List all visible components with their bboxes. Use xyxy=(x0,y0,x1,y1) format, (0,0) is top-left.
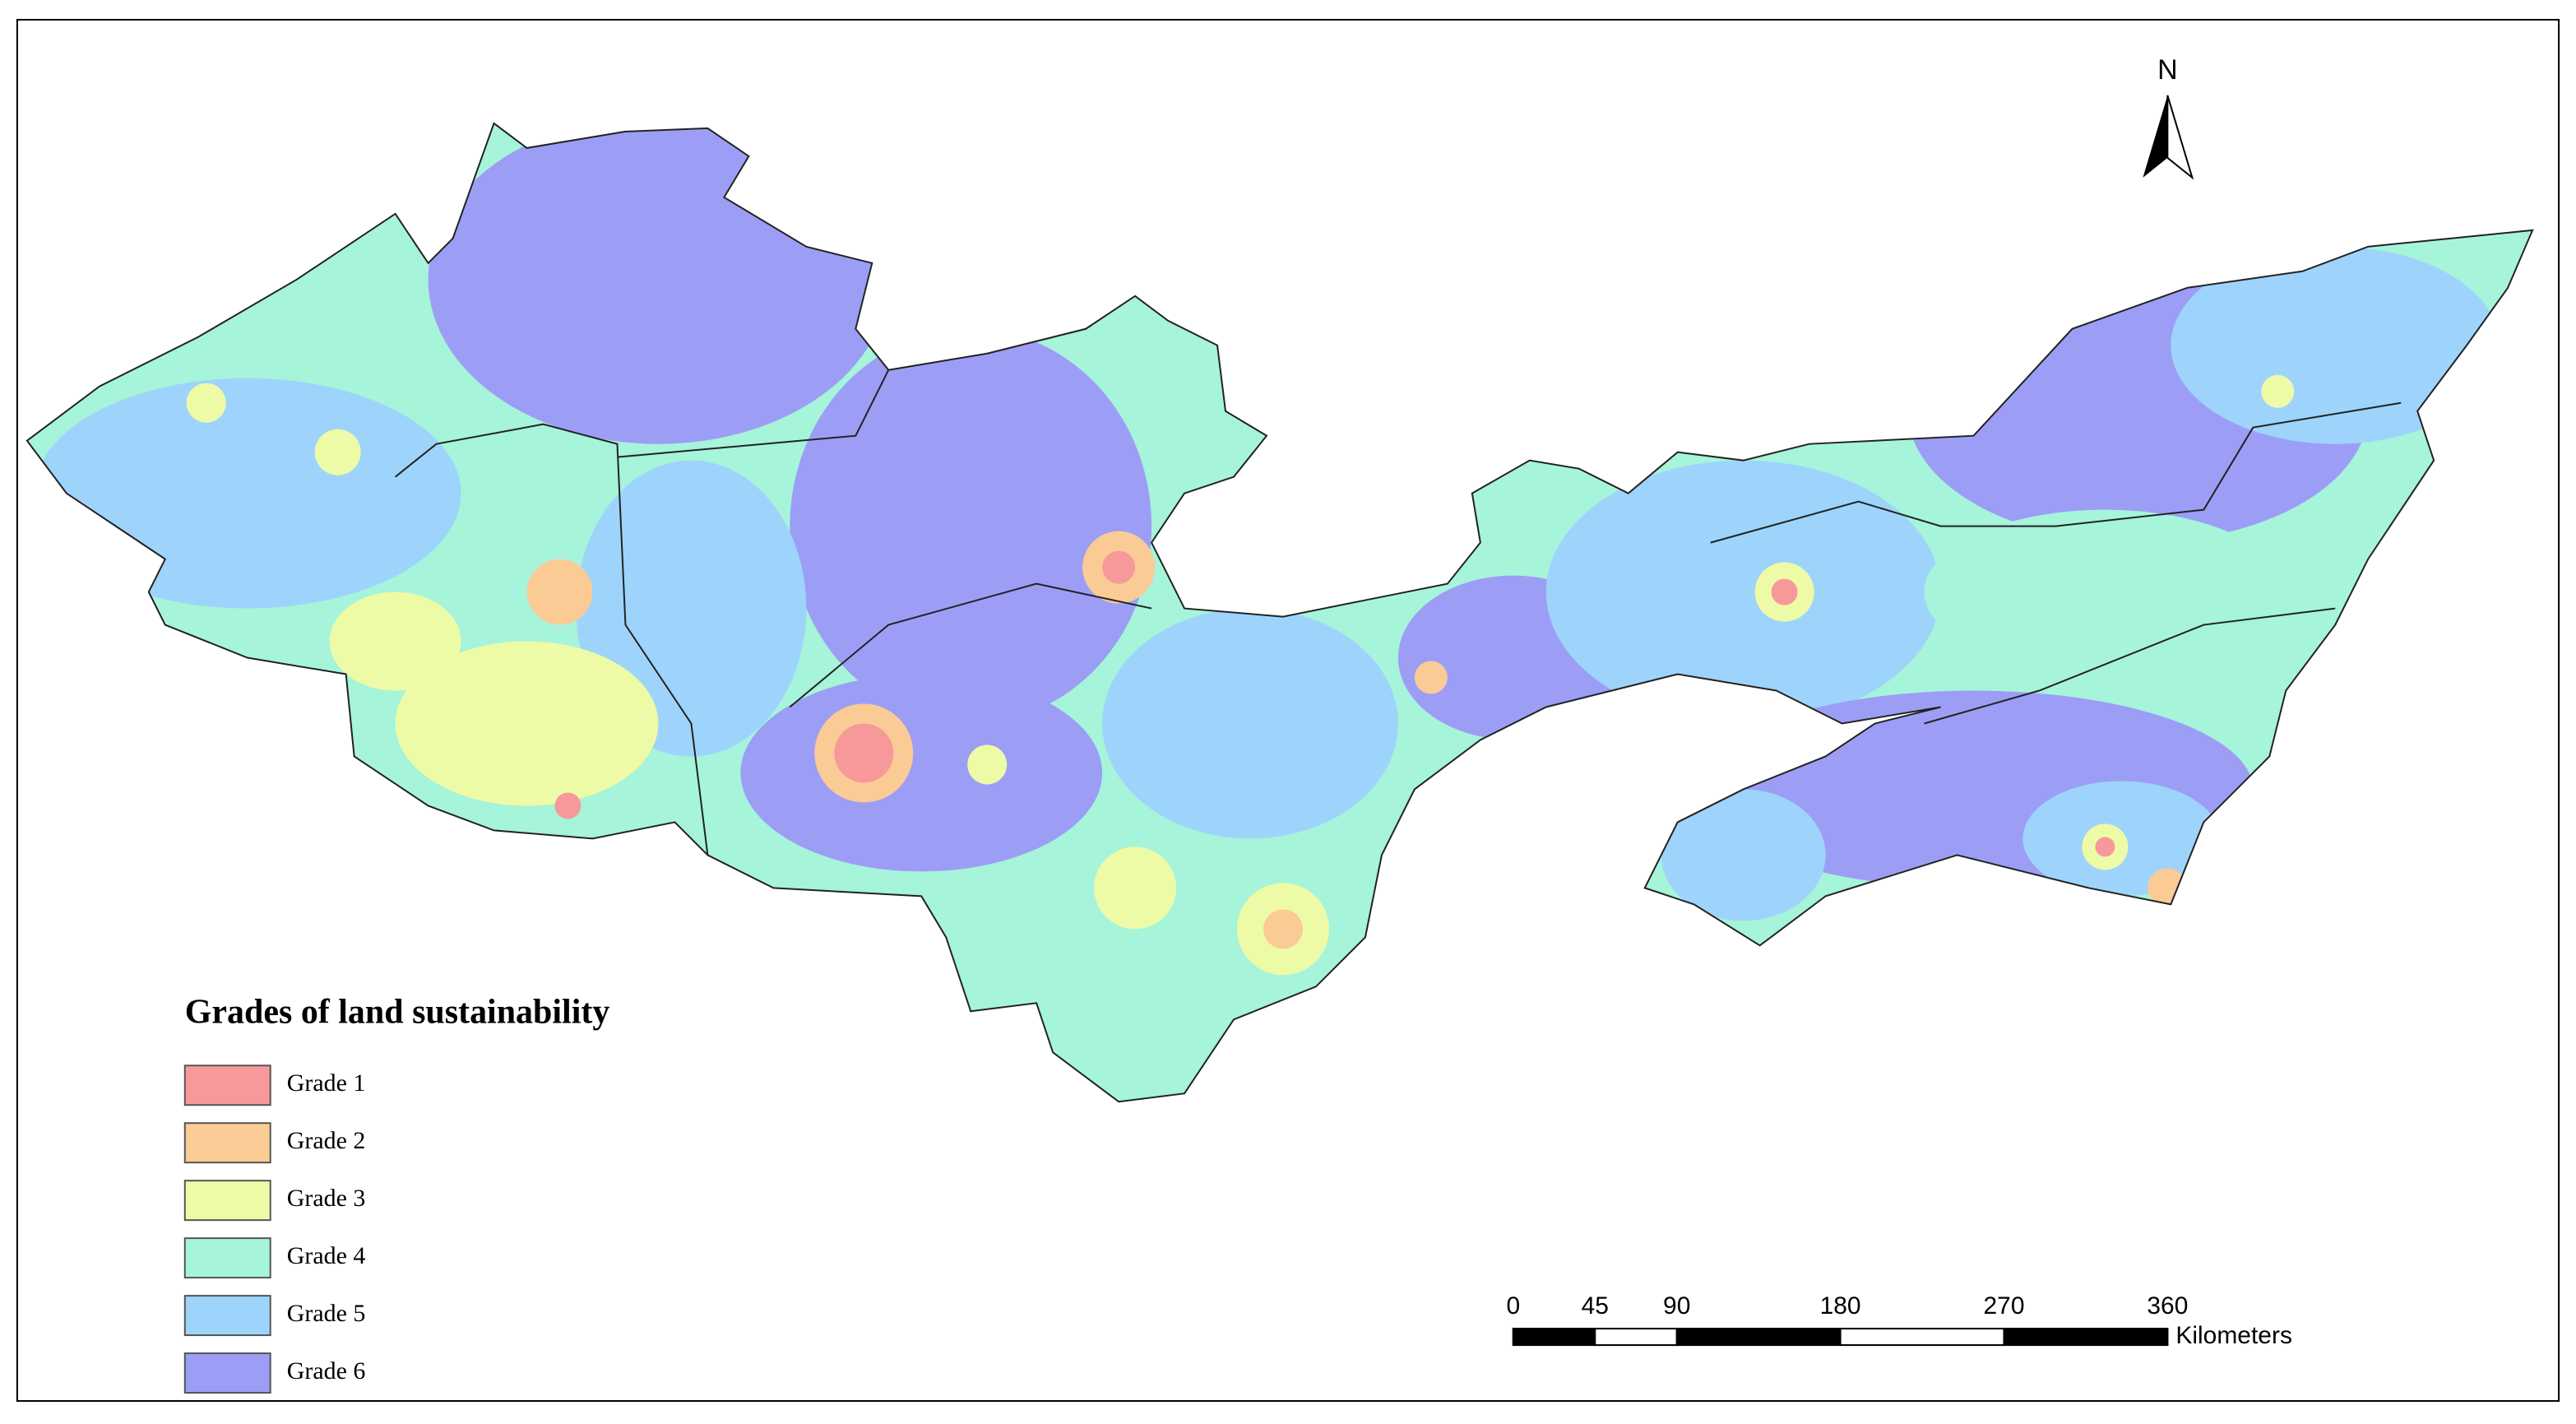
boundary xyxy=(1710,401,2402,544)
legend-label: Grade 4 xyxy=(287,1242,366,1269)
scale-tick-label: 180 xyxy=(1820,1292,1861,1320)
hotspot xyxy=(967,744,1008,785)
zone xyxy=(1545,460,1941,724)
zone xyxy=(1102,608,1398,839)
boundaries xyxy=(395,369,2402,856)
legend-title: Grades of land sustainability xyxy=(185,993,610,1031)
boundary xyxy=(617,369,890,458)
hotspot xyxy=(2095,837,2115,857)
scale-segment xyxy=(2003,1328,2169,1347)
hotspot xyxy=(834,723,894,783)
scale-segment xyxy=(1839,1328,2005,1347)
north-arrow: N xyxy=(2143,54,2194,180)
zone xyxy=(1661,789,1826,921)
scale-unit: Kilometers xyxy=(2175,1322,2292,1349)
legend: Grade 1 Grade 2 Grade 3 Grade 4 Grade 5 Grade… xyxy=(183,1065,366,1394)
zone xyxy=(790,328,1152,724)
scale-segment xyxy=(1594,1328,1678,1347)
legend-label: Grade 2 xyxy=(287,1127,366,1154)
scale-tick-label: 0 xyxy=(1507,1292,1521,1320)
legend-label: Grade 3 xyxy=(287,1185,366,1212)
hotspot xyxy=(1263,909,1303,949)
hotspot xyxy=(526,559,593,625)
boundary xyxy=(395,423,709,856)
scale-tick-label: 90 xyxy=(1663,1292,1690,1320)
hotspot xyxy=(2261,374,2295,408)
arrow-half xyxy=(2166,95,2194,180)
hotspot xyxy=(1102,550,1136,584)
scale-tick-label: 360 xyxy=(2147,1292,2188,1320)
legend-swatch xyxy=(183,1065,271,1106)
zone xyxy=(395,641,659,806)
legend-swatch xyxy=(183,1295,271,1337)
legend-swatch xyxy=(183,1352,271,1394)
arrow-half xyxy=(2143,95,2168,178)
hotspot xyxy=(186,383,226,423)
legend-swatch xyxy=(183,1180,271,1222)
boundary xyxy=(789,582,1152,708)
legend-label: Grade 6 xyxy=(287,1357,366,1385)
north-label: N xyxy=(2157,54,2178,86)
zone xyxy=(1924,509,2286,675)
legend-label: Grade 5 xyxy=(287,1300,366,1327)
zone xyxy=(2171,246,2500,444)
hotspot xyxy=(1771,578,1798,605)
legend-swatch xyxy=(183,1237,271,1279)
legend-label: Grade 1 xyxy=(287,1069,366,1097)
boundary xyxy=(1924,607,2336,725)
scale-tick-label: 270 xyxy=(1983,1292,2024,1320)
legend-swatch xyxy=(183,1122,271,1164)
hotspot xyxy=(554,792,581,819)
scale-tick-label: 45 xyxy=(1582,1292,1609,1320)
hotspot xyxy=(1414,661,1448,694)
scale-segment xyxy=(1675,1328,1842,1347)
hotspot xyxy=(1094,847,1177,930)
zone xyxy=(329,591,461,691)
scale-segment xyxy=(1512,1328,1596,1347)
hotspot xyxy=(314,429,361,475)
